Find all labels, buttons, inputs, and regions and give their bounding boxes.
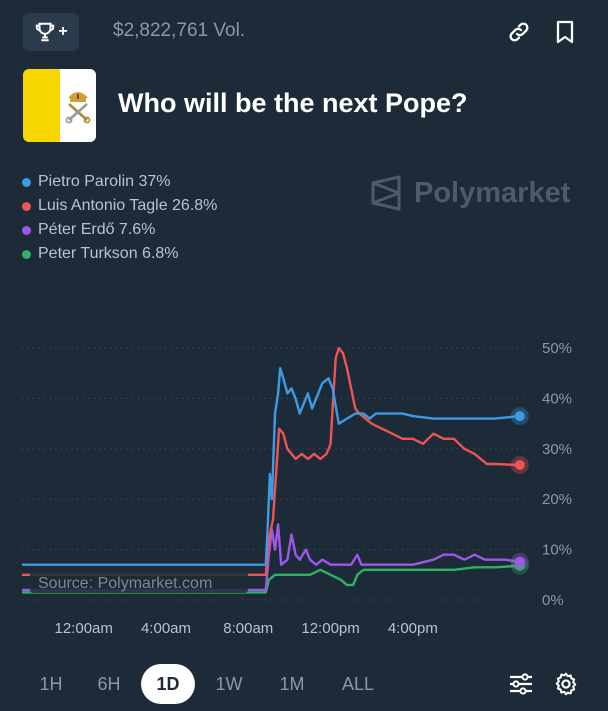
- price-chart[interactable]: 0% 10% 20% 30% 40% 50% 12:00am 4:00am 8:00am 12:0…: [0, 0, 608, 640]
- legend-item-parolin: Pietro Parolin 37%: [22, 170, 217, 194]
- series-line-1: [22, 346, 520, 576]
- y-tick-label: 20%: [542, 491, 572, 508]
- trophy-plus: +: [58, 23, 68, 40]
- series-line-3: [22, 564, 520, 594]
- y-tick-label: 40%: [542, 390, 572, 407]
- watermark-text: Polymarket: [414, 176, 571, 209]
- link-button[interactable]: [506, 18, 532, 46]
- market-title: Who will be the next Pope?: [118, 88, 468, 118]
- sliders-icon: [510, 673, 532, 695]
- x-tick-label: 4:00am: [141, 620, 191, 637]
- series-end-dot: [514, 411, 525, 422]
- legend-dot-erdo: [22, 225, 31, 235]
- volume-text: $2,822,761 Vol.: [113, 20, 246, 41]
- x-tick-label: 12:00am: [55, 620, 113, 637]
- vatican-flag-image: [23, 69, 96, 142]
- series-end-dot: [514, 459, 525, 470]
- legend-dot-parolin: [22, 177, 31, 187]
- chart-legend: Pietro Parolin 37% Luis Antonio Tagle 26…: [22, 170, 217, 266]
- polymarket-watermark: Polymarket: [370, 175, 570, 211]
- y-tick-label: 0%: [542, 592, 564, 609]
- trophy-icon: [36, 22, 55, 42]
- y-tick-label: 50%: [542, 340, 572, 357]
- y-tick-label: 10%: [542, 542, 572, 559]
- timeframe-1m[interactable]: 1M: [279, 673, 305, 694]
- legend-item-tagle: Luis Antonio Tagle 26.8%: [22, 194, 217, 218]
- legend-label: Luis Antonio Tagle 26.8%: [38, 197, 218, 214]
- legend-dot-turkson: [22, 249, 31, 259]
- bookmark-icon: [556, 20, 574, 44]
- series-line-2: [22, 523, 520, 592]
- settings-button[interactable]: [551, 668, 581, 700]
- link-icon: [509, 22, 529, 42]
- papal-keys-emblem: [65, 92, 90, 124]
- polymarket-logo-icon: [371, 175, 401, 211]
- legend-item-erdo: Péter Erdő 7.6%: [22, 218, 217, 242]
- chart-filter-button[interactable]: [506, 668, 536, 700]
- gear-icon: [555, 672, 577, 696]
- timeframe-1d[interactable]: 1D: [141, 664, 195, 704]
- legend-dot-tagle: [22, 201, 31, 211]
- series-end-dot: [514, 556, 525, 567]
- timeframe-1w[interactable]: 1W: [215, 673, 243, 694]
- legend-label: Peter Turkson 6.8%: [38, 245, 179, 262]
- legend-label: Péter Erdő 7.6%: [38, 221, 156, 238]
- timeframe-6h[interactable]: 6H: [97, 673, 121, 694]
- series-line-0: [22, 367, 520, 566]
- x-tick-label: 8:00am: [223, 620, 273, 637]
- source-label: Source: Polymarket.com: [38, 575, 212, 592]
- x-tick-label: 12:00pm: [301, 620, 359, 637]
- timeframe-1h[interactable]: 1H: [39, 673, 63, 694]
- legend-label: Pietro Parolin 37%: [38, 173, 171, 190]
- bookmark-button[interactable]: [552, 18, 578, 46]
- trophy-button[interactable]: +: [23, 13, 79, 51]
- x-tick-label: 4:00pm: [388, 620, 438, 637]
- legend-item-turkson: Peter Turkson 6.8%: [22, 242, 217, 266]
- source-label-bg: [30, 571, 248, 593]
- timeframe-all[interactable]: ALL: [341, 673, 375, 694]
- y-tick-label: 30%: [542, 441, 572, 458]
